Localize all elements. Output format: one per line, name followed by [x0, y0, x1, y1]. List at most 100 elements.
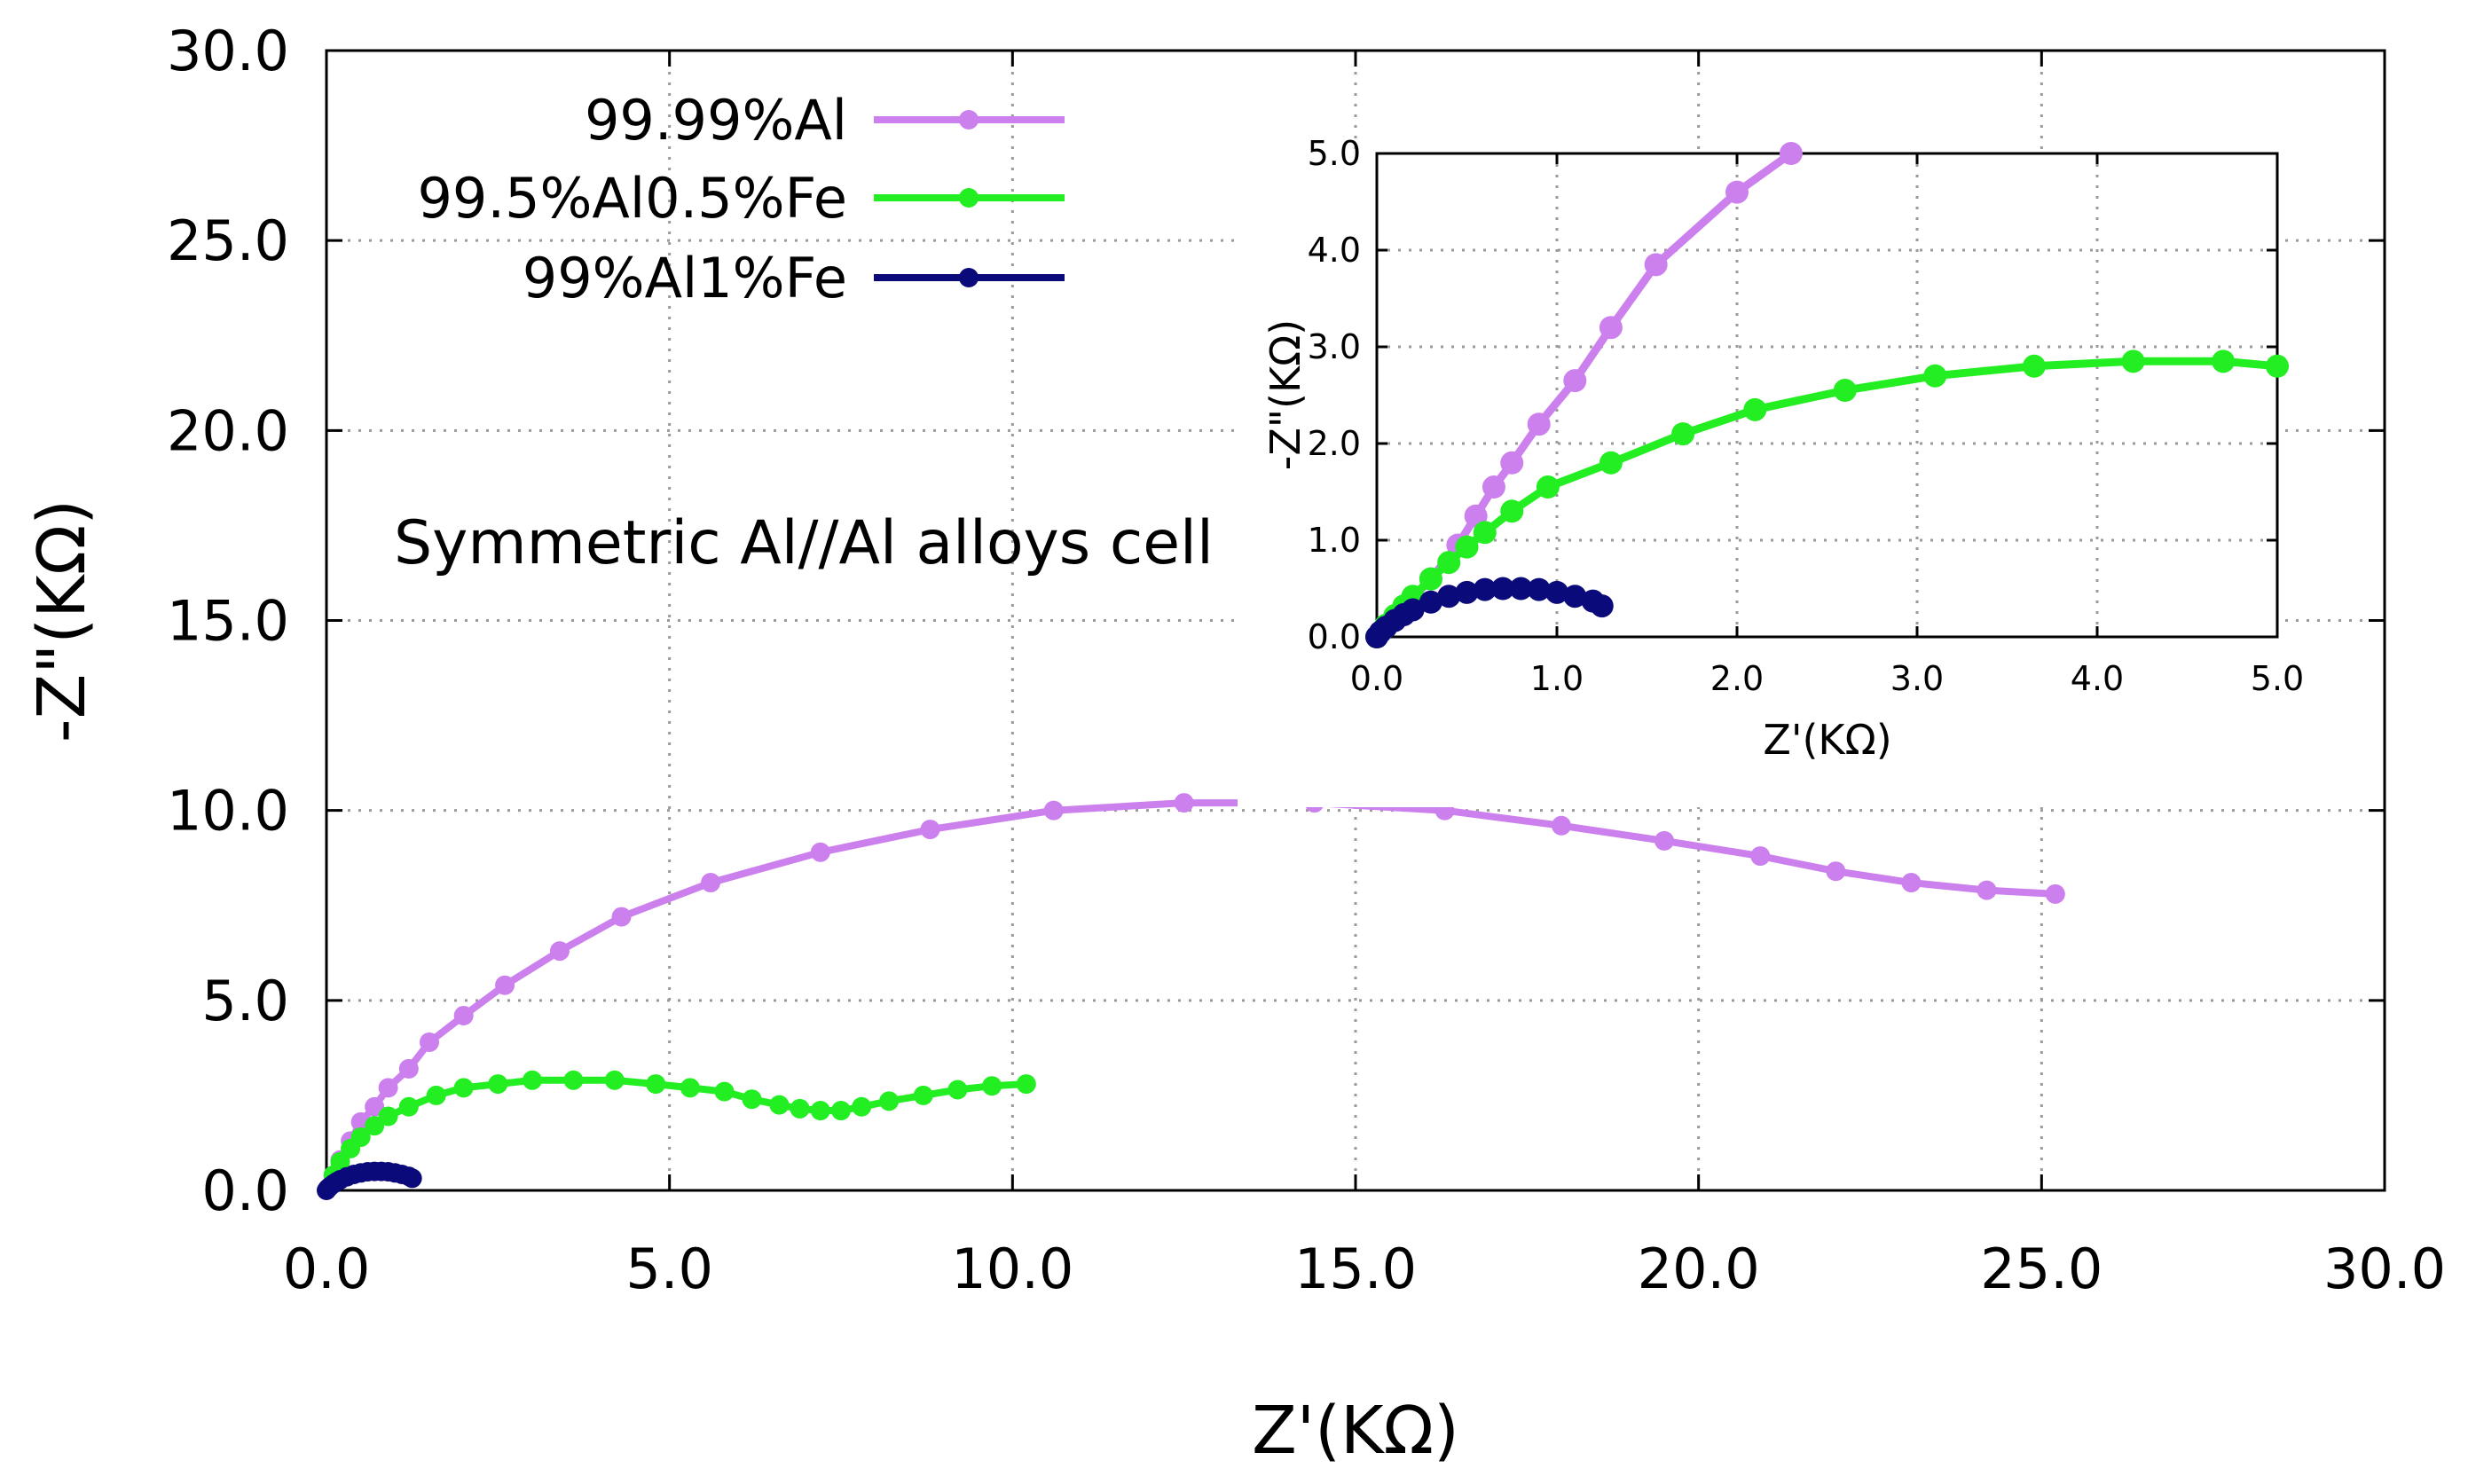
inset-data-point — [2212, 349, 2236, 373]
main-data-point — [1750, 846, 1771, 867]
main-data-point — [611, 907, 632, 927]
main-data-point — [378, 1078, 398, 1098]
inset-data-point — [1419, 567, 1442, 591]
main-data-point — [350, 1127, 371, 1148]
inset-data-point — [1779, 142, 1803, 165]
inset-data-point — [1437, 585, 1461, 609]
inset-plot-frame — [1375, 152, 2279, 639]
main-x-tick-label: 5.0 — [625, 1237, 713, 1301]
legend-label: 99%Al1%Fe — [523, 246, 847, 310]
legend-swatch-marker — [959, 268, 979, 287]
main-y-tick-label: 10.0 — [167, 779, 289, 844]
inset-data-point — [1500, 499, 1524, 523]
main-data-point — [398, 1058, 419, 1079]
main-data-point — [714, 1081, 735, 1102]
inset-data-point — [1473, 577, 1497, 601]
inset-data-point — [1671, 422, 1695, 446]
main-data-point — [1655, 830, 1674, 851]
main-y-tick-label: 0.0 — [201, 1158, 289, 1223]
main-x-tick-label: 10.0 — [951, 1237, 1073, 1301]
main-data-point — [1174, 793, 1194, 813]
main-x-tick-labels: 0.0 5.0 10.0 15.0 20.0 25.0 30.0 — [283, 1237, 2446, 1301]
inset-data-point — [1833, 379, 1857, 403]
inset-data-point — [1536, 475, 1560, 499]
main-y-tick-label: 25.0 — [167, 208, 289, 273]
main-data-point — [495, 975, 515, 995]
main-data-point — [1826, 861, 1846, 882]
main-data-point — [453, 1078, 474, 1098]
main-series-2 — [317, 1161, 422, 1200]
inset-x-axis-title: Z'(KΩ) — [1763, 716, 1891, 764]
inset-background — [1238, 149, 2277, 807]
main-data-point — [947, 1080, 968, 1100]
inset-data-point — [1500, 451, 1524, 475]
inset-data-point — [1455, 535, 1479, 559]
main-data-point — [810, 1101, 830, 1121]
main-data-point — [420, 1032, 439, 1052]
inset-data-point — [1482, 475, 1505, 499]
main-data-point — [523, 1070, 542, 1090]
inset-data-point — [1401, 598, 1425, 622]
main-data-point — [852, 1096, 872, 1117]
inset-x-tick-labels: 0.0 1.0 2.0 3.0 4.0 5.0 — [1350, 659, 2304, 698]
main-data-point — [488, 1074, 508, 1095]
inset-x-tick-label: 0.0 — [1350, 659, 1403, 698]
annotation-text: Symmetric Al//Al alloys cell — [394, 508, 1214, 578]
main-data-point — [879, 1091, 900, 1111]
inset-data-point — [1725, 180, 1749, 204]
main-data-point — [982, 1076, 1002, 1096]
main-data-point — [831, 1101, 851, 1121]
inset-y-tick-label: 5.0 — [1308, 134, 1361, 173]
inset-y-axis-title: -Z"(KΩ) — [1262, 319, 1309, 470]
main-data-point — [2045, 883, 2065, 904]
inset-y-tick-label: 0.0 — [1308, 617, 1361, 656]
main-y-tick-labels: 0.0 5.0 10.0 15.0 20.0 25.0 30.0 — [167, 19, 289, 1223]
main-x-tick-label: 20.0 — [1638, 1237, 1760, 1301]
inset-y-tick-labels: 0.0 1.0 2.0 3.0 4.0 5.0 — [1308, 134, 1361, 656]
main-y-axis-title: -Z"(KΩ) — [24, 499, 100, 742]
legend-label: 99.99%Al — [585, 88, 847, 153]
main-x-tick-label: 0.0 — [283, 1237, 371, 1301]
inset-data-point — [1599, 451, 1623, 475]
legend: 99.99%Al 99.5%Al0.5%Fe 99%Al1%Fe — [417, 88, 1065, 310]
main-data-point — [1552, 815, 1571, 836]
inset-series — [1365, 142, 2289, 648]
inset-y-tick-label: 3.0 — [1308, 327, 1361, 366]
main-data-point — [426, 1085, 446, 1105]
inset-data-point — [2121, 349, 2145, 373]
inset-data-point — [1923, 364, 1947, 388]
main-series-1 — [318, 1070, 1036, 1198]
legend-label: 99.5%Al0.5%Fe — [417, 166, 847, 231]
main-data-point — [1901, 873, 1922, 893]
main-data-point — [365, 1116, 385, 1136]
inset-data-point — [1491, 577, 1515, 601]
main-data-point — [378, 1106, 398, 1127]
legend-item: 99.99%Al — [585, 88, 1065, 153]
inset-data-point — [1599, 316, 1623, 340]
main-y-tick-label: 15.0 — [167, 589, 289, 654]
main-y-tick-label: 30.0 — [167, 19, 289, 83]
main-data-point — [365, 1096, 385, 1117]
inset-data-point — [1743, 397, 1767, 421]
inset-data-point — [1509, 577, 1533, 601]
main-series — [317, 793, 2065, 1200]
legend-item: 99%Al1%Fe — [523, 246, 1065, 310]
main-ticks — [325, 49, 2386, 1192]
inset-data-point — [1545, 580, 1568, 604]
main-y-tick-label: 5.0 — [201, 969, 289, 1033]
legend-item: 99.5%Al0.5%Fe — [417, 166, 1065, 231]
main-data-point — [402, 1168, 422, 1189]
main-plot: 0.0 5.0 10.0 15.0 20.0 25.0 30.0 0.0 5.0 10.0 15.… — [24, 19, 2446, 1469]
main-x-tick-label: 15.0 — [1294, 1237, 1417, 1301]
main-data-point — [330, 1151, 350, 1172]
main-data-point — [913, 1085, 933, 1105]
inset-y-tick-label: 4.0 — [1308, 231, 1361, 270]
inset-data-point — [2266, 354, 2289, 378]
main-data-point — [1043, 800, 1064, 821]
inset-x-tick-label: 4.0 — [2071, 659, 2124, 698]
main-data-point — [646, 1074, 666, 1095]
inset-data-point — [1590, 594, 1614, 618]
main-data-point — [680, 1078, 700, 1098]
inset-series-2 — [1365, 577, 1614, 648]
main-data-point — [604, 1070, 625, 1090]
